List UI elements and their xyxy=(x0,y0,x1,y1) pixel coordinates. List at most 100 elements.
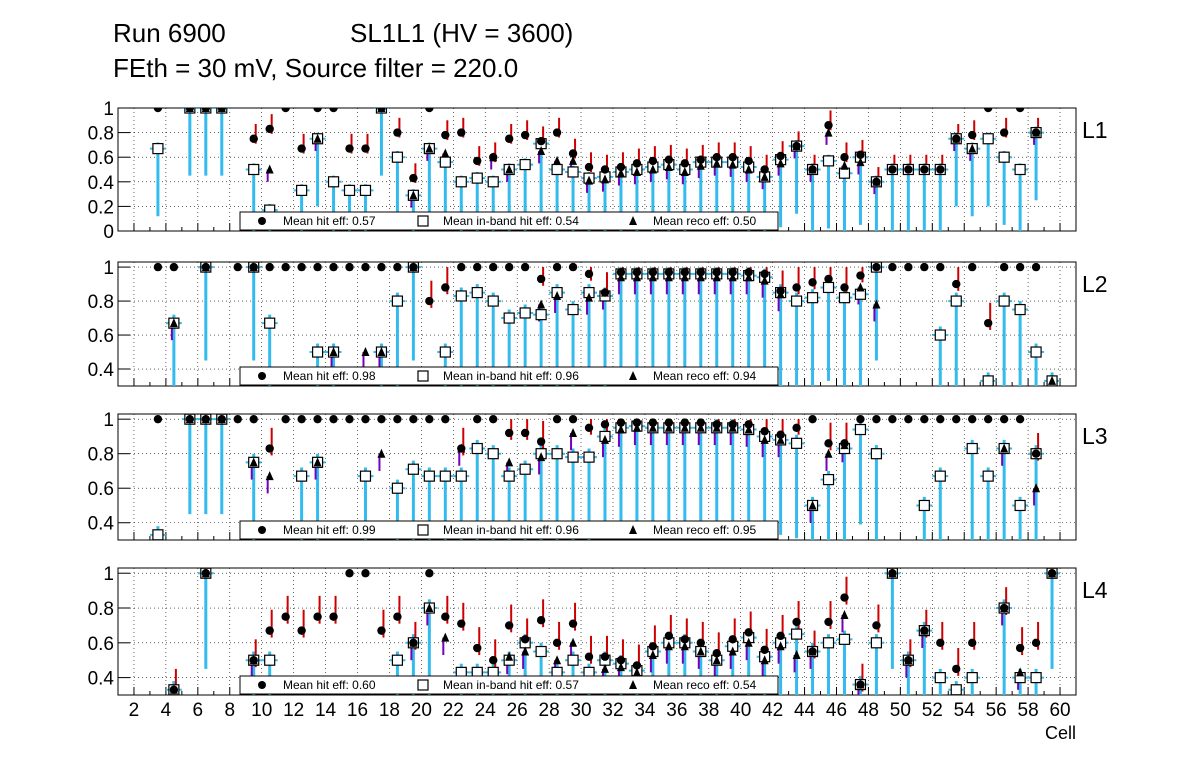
inband-marker xyxy=(966,442,978,455)
reco-marker xyxy=(840,160,849,170)
hit-marker xyxy=(520,262,530,272)
reco-marker xyxy=(185,108,194,112)
reco-marker xyxy=(201,108,210,112)
inband-marker xyxy=(1014,303,1026,316)
y-tick-label: 0.4 xyxy=(88,669,115,690)
reco-marker xyxy=(872,299,881,309)
hit-marker xyxy=(1015,262,1025,272)
y-tick-label: 0.8 xyxy=(88,445,114,466)
reco-marker xyxy=(776,289,785,299)
inband-marker xyxy=(822,155,835,167)
reco-marker xyxy=(824,448,833,458)
legend-inband-label: Mean in-band hit eff: 0.96 xyxy=(443,523,579,537)
x-tick-label: 18 xyxy=(379,700,400,721)
hit-marker xyxy=(361,144,370,153)
hit-marker xyxy=(936,262,945,272)
legend-reco-marker xyxy=(629,680,637,689)
hit-marker xyxy=(744,267,753,277)
reco-marker xyxy=(537,146,546,156)
reco-marker xyxy=(585,175,594,185)
hit-marker xyxy=(425,296,434,306)
hit-marker xyxy=(552,262,562,272)
hit-marker xyxy=(552,414,562,424)
legend-reco-marker xyxy=(629,216,637,225)
hit-marker xyxy=(393,128,402,137)
reco-marker xyxy=(968,143,977,153)
reco-marker xyxy=(776,434,785,444)
hit-marker xyxy=(361,414,370,424)
x-tick-label: 46 xyxy=(826,700,847,721)
hit-marker xyxy=(153,262,163,272)
hit-marker xyxy=(840,283,849,292)
hit-marker xyxy=(281,262,290,272)
reco-marker xyxy=(664,272,673,282)
hit-marker xyxy=(968,638,977,648)
x-tick-label: 10 xyxy=(251,700,272,721)
hit-marker xyxy=(552,128,562,137)
hit-marker xyxy=(983,108,993,113)
legend-hit-marker xyxy=(258,372,266,380)
x-tick-label: 6 xyxy=(193,700,204,721)
inband-marker xyxy=(487,295,499,307)
hit-marker xyxy=(696,155,705,164)
hit-marker xyxy=(313,612,322,621)
hit-marker xyxy=(393,262,402,272)
inband-marker xyxy=(471,286,483,299)
inband-marker xyxy=(806,292,819,304)
hit-marker xyxy=(824,617,833,627)
reco-marker xyxy=(728,159,737,169)
inband-marker xyxy=(950,295,962,307)
reco-marker xyxy=(569,427,578,437)
hit-marker xyxy=(664,418,674,427)
reco-marker xyxy=(537,452,546,462)
reco-marker xyxy=(217,108,226,112)
hit-marker xyxy=(712,649,721,658)
reco-marker xyxy=(712,655,721,665)
hit-marker xyxy=(968,130,977,140)
inband-marker xyxy=(264,654,276,666)
reco-marker xyxy=(489,152,498,162)
x-tick-label: 40 xyxy=(730,700,751,721)
hit-marker xyxy=(568,149,578,158)
hit-marker xyxy=(584,652,594,661)
hit-marker xyxy=(728,267,737,277)
reco-marker xyxy=(776,158,785,168)
hit-marker xyxy=(696,267,705,277)
reco-marker xyxy=(505,651,514,661)
hit-marker xyxy=(632,159,642,168)
y-tick-label: 0 xyxy=(103,222,114,243)
panel-l4: 0.4 0.6 0.8 1 L4 Mean hit eff: 0.60 Mean in-ba… xyxy=(88,564,1108,696)
reco-marker xyxy=(409,262,418,272)
hit-marker xyxy=(983,414,993,424)
reco-marker xyxy=(952,133,961,143)
legend-box xyxy=(239,520,779,540)
hit-marker xyxy=(584,269,594,279)
x-tick-label: 38 xyxy=(698,700,719,721)
hit-marker xyxy=(952,664,961,674)
panel-points xyxy=(118,262,1061,386)
x-tick-label: 48 xyxy=(858,700,879,721)
x-tick-label: 8 xyxy=(224,700,235,721)
reco-marker xyxy=(1000,603,1009,613)
hit-marker xyxy=(265,444,274,453)
inband-marker xyxy=(535,645,547,658)
reco-marker xyxy=(505,164,514,174)
panel-l3: 0.4 0.6 0.8 1 L3 Mean hit eff: 0.99 Mean in-ba… xyxy=(88,410,1108,541)
x-tick-label: 28 xyxy=(539,700,560,721)
hit-marker xyxy=(441,612,450,621)
hit-marker xyxy=(920,165,929,174)
legend-reco-label: Mean reco eff: 0.94 xyxy=(653,369,757,383)
layer-label: L1 xyxy=(1082,117,1108,143)
reco-marker xyxy=(409,190,418,200)
x-tick-label: 12 xyxy=(283,700,304,721)
reco-marker xyxy=(265,164,274,174)
hit-marker xyxy=(153,414,163,424)
hit-marker xyxy=(377,262,386,272)
inband-marker xyxy=(296,184,308,197)
legend: Mean hit eff: 0.99 Mean in-band hit eff: … xyxy=(239,520,779,540)
reco-marker xyxy=(1048,568,1057,578)
reco-marker xyxy=(632,272,641,282)
y-tick-label: 0.6 xyxy=(88,634,114,655)
reco-marker xyxy=(744,164,753,174)
hit-marker xyxy=(696,638,705,648)
